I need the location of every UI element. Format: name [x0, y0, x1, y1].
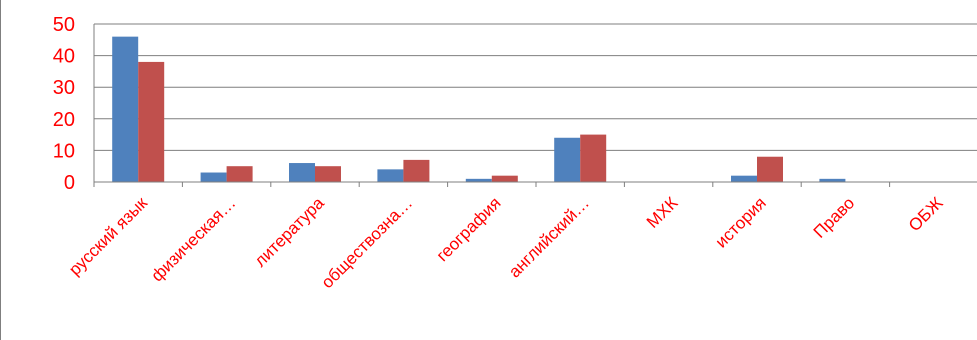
axes — [93, 24, 977, 187]
y-tick-label: 50 — [53, 14, 75, 36]
bars — [112, 36, 846, 182]
bar — [138, 61, 165, 182]
x-category-label: литература — [251, 193, 329, 271]
bar — [819, 178, 846, 182]
x-category-label: русский язык — [65, 193, 151, 279]
bar — [226, 166, 253, 182]
bar — [315, 166, 341, 182]
y-tick-label: 30 — [53, 77, 75, 99]
bar — [377, 169, 404, 182]
y-tick-label: 20 — [53, 109, 75, 131]
x-category-label: обществозна… — [318, 193, 417, 292]
bar — [757, 156, 783, 182]
bar — [491, 175, 518, 182]
x-category-label: география — [433, 193, 505, 265]
y-tick-label: 10 — [53, 140, 75, 162]
x-category-label: английский… — [505, 193, 593, 281]
x-category-label: ОБЖ — [905, 193, 947, 235]
bar — [465, 178, 492, 182]
bar — [580, 134, 607, 182]
bar — [289, 163, 315, 182]
bar — [200, 172, 227, 182]
y-tick-label: 0 — [64, 172, 75, 194]
x-category-label: Право — [810, 193, 858, 241]
x-category-label: физическая… — [147, 193, 239, 285]
bar — [554, 137, 581, 182]
x-category-label: МХК — [643, 193, 682, 232]
bar — [112, 36, 139, 182]
x-category-label: история — [712, 193, 770, 251]
gridlines — [94, 23, 977, 151]
y-tick-label: 40 — [53, 46, 75, 68]
y-tick-labels: 0 10 20 30 40 50 — [53, 14, 75, 194]
bar — [403, 159, 430, 182]
bar — [731, 175, 757, 182]
